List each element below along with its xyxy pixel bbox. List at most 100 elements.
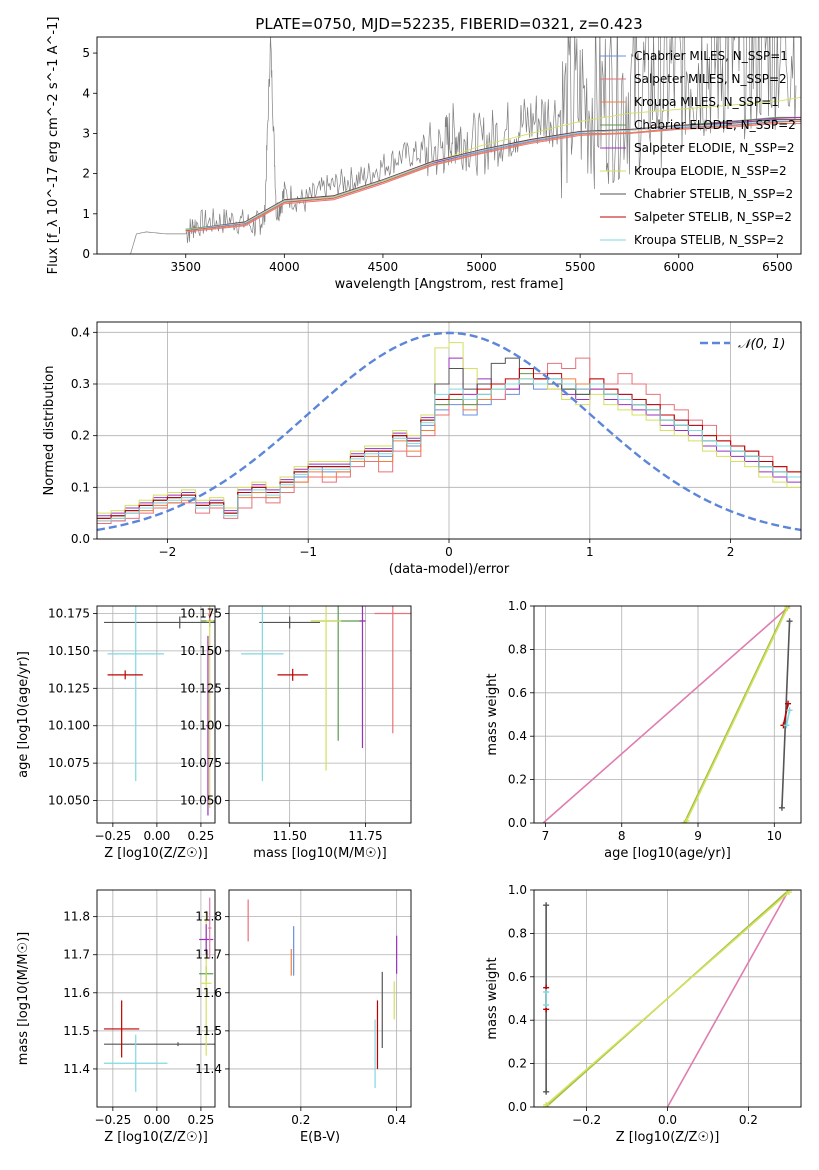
spectrum-ytick-label: 4 xyxy=(82,86,90,100)
spectrum-xtick-label: 5500 xyxy=(565,260,596,274)
age_weight-xtick-label: 10 xyxy=(767,829,782,843)
spectrum-frame xyxy=(96,36,802,255)
z_mass-xlabel: Z [log10(Z/Z☉)] xyxy=(104,1130,208,1145)
z_age-ytick-label: 10.175 xyxy=(48,606,90,620)
spectrum-xtick-label: 6000 xyxy=(663,260,694,274)
spectrum-marks xyxy=(130,37,801,254)
z_weight-marker-5-1 xyxy=(543,988,550,995)
residuals-ytick-label: 0.2 xyxy=(71,429,90,443)
residuals-xtick-label: −1 xyxy=(299,545,317,559)
spectrum-ytick-label: 5 xyxy=(82,46,90,60)
ebv_mass-xtick-label: 0.4 xyxy=(387,1113,406,1127)
z_weight-marker-3-1 xyxy=(543,902,550,909)
z_age-xlabel: Z [log10(Z/Z☉)] xyxy=(104,846,208,861)
age_weight-ytick-label: 1.0 xyxy=(508,599,527,613)
z_age-point-1 xyxy=(107,606,164,782)
z_mass-xtick-label: 0.00 xyxy=(144,1113,171,1127)
residuals-ylabel: Normed distribution xyxy=(42,366,57,496)
z_weight-line-2 xyxy=(545,891,790,1106)
mass_age-ytick-label: 10.075 xyxy=(180,756,222,770)
z_age-ytick-label: 10.125 xyxy=(48,681,90,695)
spectrum-legend-label-4: Salpeter ELODIE, N_SSP=2 xyxy=(634,141,795,155)
residuals-hist-8 xyxy=(97,378,801,522)
z_weight-ylabel: mass weight xyxy=(485,957,500,1039)
z_weight-frame xyxy=(533,889,802,1108)
mass_age-point-2 xyxy=(277,668,308,681)
age_weight-line-1 xyxy=(683,606,788,823)
spectrum-legend-label-6: Chabrier STELIB, N_SSP=2 xyxy=(634,187,793,201)
z_weight-ytick-label: 0.6 xyxy=(508,970,527,984)
residuals-xtick-label: 1 xyxy=(586,545,594,559)
spectrum-ylabel: Flux [f_λ 10^-17 erg cm^-2 s^-1 A^-1] xyxy=(46,17,61,275)
age_weight-ytick-label: 0.2 xyxy=(508,773,527,787)
residuals-ytick-label: 0.0 xyxy=(71,532,90,546)
residuals-legend-label: 𝒩(0, 1) xyxy=(738,337,785,352)
residuals-hist-5 xyxy=(97,342,801,514)
ebv_mass-ytick-label: 11.8 xyxy=(195,910,222,924)
z_weight-xtick-label: 0.2 xyxy=(739,1113,758,1127)
spectrum-legend-label-1: Salpeter MILES, N_SSP=2 xyxy=(634,72,787,86)
z_weight-marker-3-0 xyxy=(543,1088,550,1095)
z_mass-point-6 xyxy=(207,897,212,959)
age_weight-line-4 xyxy=(782,703,789,726)
spectrum-ytick-label: 2 xyxy=(82,167,90,181)
age_weight-xtick-label: 7 xyxy=(542,829,550,843)
residuals-normal-curve xyxy=(97,331,801,532)
z_age-ytick-label: 10.075 xyxy=(48,756,90,770)
spectrum-legend: Chabrier MILES, N_SSP=1 Salpeter MILES, N… xyxy=(600,49,796,247)
z_age-xtick-label: −0.25 xyxy=(94,829,131,843)
spectrum-ytick-label: 3 xyxy=(82,126,90,140)
z_mass-xtick-label: 0.25 xyxy=(188,1113,215,1127)
residuals-ytick-label: 0.4 xyxy=(71,325,90,339)
ebv_mass-axes: 0.2 0.4 11.4 11.5 11.6 11.7 11.8 xyxy=(195,890,411,1127)
z_mass-xtick-label: −0.25 xyxy=(94,1113,131,1127)
spectrum-axes: 3500 4000 4500 5000 5500 6000 6500 0 1 2 3 4 5 xyxy=(82,46,792,274)
z_mass-point-0 xyxy=(104,1042,215,1047)
z_age-ylabel: age [log10(age/yr)] xyxy=(16,651,31,778)
spectrum-model-line-1 xyxy=(185,122,801,233)
z_mass-marks xyxy=(104,897,215,1092)
z_weight-ytick-label: 0.2 xyxy=(508,1057,527,1071)
residuals-ytick-label: 0.1 xyxy=(71,480,90,494)
ebv_mass-marks xyxy=(247,899,398,1088)
residuals-xtick-label: 0 xyxy=(445,545,453,559)
z_age-ytick-label: 10.100 xyxy=(48,719,90,733)
spectrum-xtick-label: 3500 xyxy=(170,260,201,274)
z_weight-ytick-label: 0.0 xyxy=(508,1100,527,1114)
age_weight-ytick-label: 0.0 xyxy=(508,816,527,830)
z_weight-ytick-label: 1.0 xyxy=(508,883,527,897)
mass_age-ytick-label: 10.150 xyxy=(180,644,222,658)
spectrum-ytick-label: 1 xyxy=(82,207,90,221)
spectrum-model-line-5 xyxy=(185,96,801,230)
spectrum-xlabel: wavelength [Angstrom, rest frame] xyxy=(335,277,564,292)
mass_age-ytick-label: 10.100 xyxy=(180,719,222,733)
spectrum-legend-label-3: Chabrier ELODIE, N_SSP=2 xyxy=(634,118,796,132)
spectrum-xtick-label: 4000 xyxy=(269,260,300,274)
mass_age-ytick-label: 10.175 xyxy=(180,606,222,620)
figure-title: PLATE=0750, MJD=52235, FIBERID=0321, z=0… xyxy=(255,15,642,33)
residuals-legend: 𝒩(0, 1) xyxy=(700,337,785,352)
mass_age-xtick-label: 11.50 xyxy=(272,829,306,843)
mass_age-point-1 xyxy=(241,606,284,782)
age_weight-marker-3-0 xyxy=(778,804,785,811)
mass_age-xtick-label: 11.75 xyxy=(348,829,382,843)
spectrum-xtick-label: 4500 xyxy=(368,260,399,274)
ebv_mass-xlabel: E(B-V) xyxy=(300,1130,340,1145)
spectrum-legend-label-0: Chabrier MILES, N_SSP=1 xyxy=(634,49,788,63)
spectrum-ytick-label: 0 xyxy=(82,247,90,261)
z_weight-xtick-label: 0.0 xyxy=(658,1113,677,1127)
z_mass-ylabel: mass [log10(M/M☉)] xyxy=(16,932,31,1065)
mass_age-point-5 xyxy=(374,606,411,734)
ebv_mass-frame xyxy=(228,889,412,1108)
mass_age-point-0 xyxy=(259,616,320,629)
age_weight-ytick-label: 0.6 xyxy=(508,686,527,700)
mass_age-marks xyxy=(241,606,411,782)
age_weight-line-2 xyxy=(685,607,788,822)
z_weight-ytick-label: 0.4 xyxy=(508,1013,527,1027)
z_mass-point-5 xyxy=(199,924,214,955)
residuals-xtick-label: 2 xyxy=(727,545,735,559)
z_mass-ytick-label: 11.6 xyxy=(63,986,90,1000)
age_weight-marker-3-1 xyxy=(786,618,793,625)
age_weight-xtick-label: 9 xyxy=(694,829,702,843)
